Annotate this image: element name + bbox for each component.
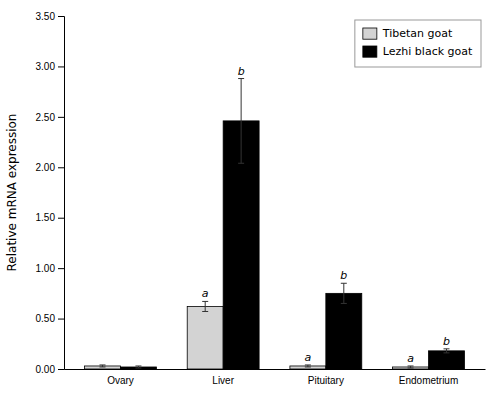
error-bar xyxy=(408,366,414,368)
y-tick: 0.00 xyxy=(36,364,64,375)
error-bar-line xyxy=(343,283,344,303)
y-tick-mark xyxy=(58,167,64,168)
error-bar xyxy=(202,301,208,311)
bar xyxy=(326,293,362,369)
x-tick: Pituitary xyxy=(308,369,344,386)
x-tick-label: Liver xyxy=(212,375,234,386)
annotations: a a a b b b xyxy=(202,65,450,365)
legend-label: Tibetan goat xyxy=(382,27,453,40)
chart: 0.00 0.50 1.00 1.50 2.00 2.50 3.00 3.50 Ovary Liv… xyxy=(0,0,500,409)
y-tick: 3.00 xyxy=(36,61,64,72)
y-tick: 1.00 xyxy=(36,263,64,274)
significance-letter: a xyxy=(304,351,311,364)
error-bar-cap xyxy=(443,352,449,353)
y-tick-mark xyxy=(58,66,64,67)
error-bar-cap xyxy=(100,366,106,367)
error-bar-cap xyxy=(305,366,311,367)
error-bar-cap xyxy=(100,364,106,365)
y-tick-label: 3.50 xyxy=(36,11,56,22)
y-tick-label: 1.50 xyxy=(36,212,56,223)
y-tick: 1.50 xyxy=(36,212,64,223)
x-tick-label: Endometrium xyxy=(399,375,458,386)
legend-swatch xyxy=(363,46,377,57)
error-bar-cap xyxy=(408,365,414,366)
y-tick: 2.00 xyxy=(36,162,64,173)
significance-letter: a xyxy=(202,287,209,300)
y-tick-label: 2.50 xyxy=(36,112,56,123)
y-axis: 0.00 0.50 1.00 1.50 2.00 2.50 3.00 3.50 xyxy=(36,11,65,375)
y-axis-title: Relative mRNA expression xyxy=(5,114,19,272)
y-tick: 3.50 xyxy=(36,11,64,22)
x-tick: Endometrium xyxy=(399,369,458,386)
error-bar-cap xyxy=(341,303,347,304)
plot: 0.00 0.50 1.00 1.50 2.00 2.50 3.00 3.50 Ovary Liv… xyxy=(36,11,486,386)
x-tick: Ovary xyxy=(107,369,134,386)
error-bar-line xyxy=(241,79,242,164)
series xyxy=(120,79,464,369)
legend-label: Lezhi black goat xyxy=(383,45,473,58)
bar xyxy=(187,306,223,369)
y-tick-mark xyxy=(58,218,64,219)
x-tick-label: Ovary xyxy=(107,375,134,386)
error-bar-cap xyxy=(238,163,244,164)
error-bar-cap xyxy=(341,283,347,284)
bar xyxy=(429,351,465,369)
x-axis: Ovary Liver Pituitary Endometrium xyxy=(65,369,486,386)
x-tick-label: Pituitary xyxy=(308,375,344,386)
y-tick: 2.50 xyxy=(36,112,64,123)
legend-frame xyxy=(355,20,481,67)
significance-letter: b xyxy=(340,269,347,282)
y-tick-mark xyxy=(58,268,64,269)
legend-item: Lezhi black goat xyxy=(363,45,473,58)
y-tick-mark xyxy=(58,369,64,370)
x-axis-line xyxy=(65,369,486,370)
error-bar-cap xyxy=(202,301,208,302)
error-bar xyxy=(100,365,106,367)
y-tick-mark xyxy=(58,319,64,320)
legend-swatch xyxy=(363,28,377,39)
error-bar-cap xyxy=(443,348,449,349)
y-tick-label: 0.50 xyxy=(36,313,56,324)
y-tick-label: 2.00 xyxy=(36,162,56,173)
error-bar xyxy=(135,366,141,368)
significance-letter: b xyxy=(443,335,450,348)
error-bar-cap xyxy=(202,311,208,312)
error-bar xyxy=(341,283,347,303)
error-bar-line xyxy=(205,301,206,311)
x-tick: Liver xyxy=(212,369,234,386)
y-tick: 0.50 xyxy=(36,313,64,324)
y-tick-mark xyxy=(58,16,64,17)
error-bar-cap xyxy=(135,367,141,368)
marks xyxy=(85,79,465,369)
y-axis-line xyxy=(58,17,65,370)
y-tick-label: 0.00 xyxy=(36,364,56,375)
legend: Tibetan goat Lezhi black goat xyxy=(355,20,481,67)
legend-item: Tibetan goat xyxy=(363,27,453,40)
error-bar-cap xyxy=(305,364,311,365)
y-tick-mark xyxy=(58,117,64,118)
error-bar-cap xyxy=(238,78,244,79)
error-bar-cap xyxy=(135,365,141,366)
error-bar xyxy=(443,349,449,353)
y-tick-label: 1.00 xyxy=(36,263,56,274)
y-tick-label: 3.00 xyxy=(36,61,56,72)
significance-letter: a xyxy=(407,352,414,365)
error-bar xyxy=(305,365,311,367)
error-bar-cap xyxy=(408,367,414,368)
error-bar-line xyxy=(446,349,447,353)
significance-letter: b xyxy=(238,65,245,78)
error-bar xyxy=(238,79,244,164)
